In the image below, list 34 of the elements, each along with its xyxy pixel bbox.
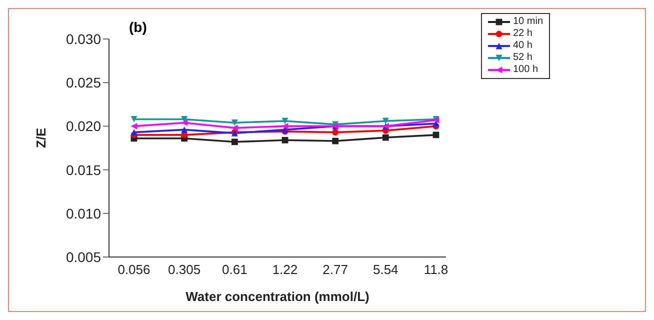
y-tick-label: 0.005 <box>66 248 102 265</box>
legend-label: 52 h <box>512 52 532 64</box>
point <box>282 136 288 144</box>
legend-label: 22 h <box>512 28 532 40</box>
legend-label: 100 h <box>512 64 538 76</box>
y-tick-label: 0.025 <box>66 74 102 91</box>
y-tick-label: 0.015 <box>66 162 102 178</box>
chart-title: (b) <box>129 19 147 35</box>
point <box>382 118 389 124</box>
point <box>181 116 188 122</box>
point <box>231 120 238 126</box>
point <box>332 129 339 136</box>
x-tick-label: 0.305 <box>168 262 201 278</box>
x-tick-label: 0.056 <box>118 262 150 278</box>
point <box>231 138 238 146</box>
point <box>130 123 138 130</box>
y-tick-label: 0.020 <box>66 118 102 134</box>
point <box>130 116 138 122</box>
y-tick-label: 0.030 <box>66 30 102 47</box>
point <box>332 138 339 144</box>
point <box>432 132 440 138</box>
legend-label: 40 h <box>512 40 532 52</box>
legend-label: 10 min <box>512 16 543 28</box>
point <box>382 134 389 141</box>
y-tick-label: 0.010 <box>66 205 102 222</box>
y-axis-title: Z/E <box>34 127 49 148</box>
x-tick-label: 0.61 <box>222 262 248 278</box>
x-tick-label: 2.77 <box>322 262 348 278</box>
point <box>181 126 188 133</box>
x-tick-label: 11.8 <box>424 262 448 278</box>
x-tick-label: 5.54 <box>372 262 398 278</box>
x-axis-title: Water concentration (mmol/L) <box>186 289 370 304</box>
point <box>130 129 138 136</box>
x-tick-label: 1.22 <box>272 262 298 278</box>
